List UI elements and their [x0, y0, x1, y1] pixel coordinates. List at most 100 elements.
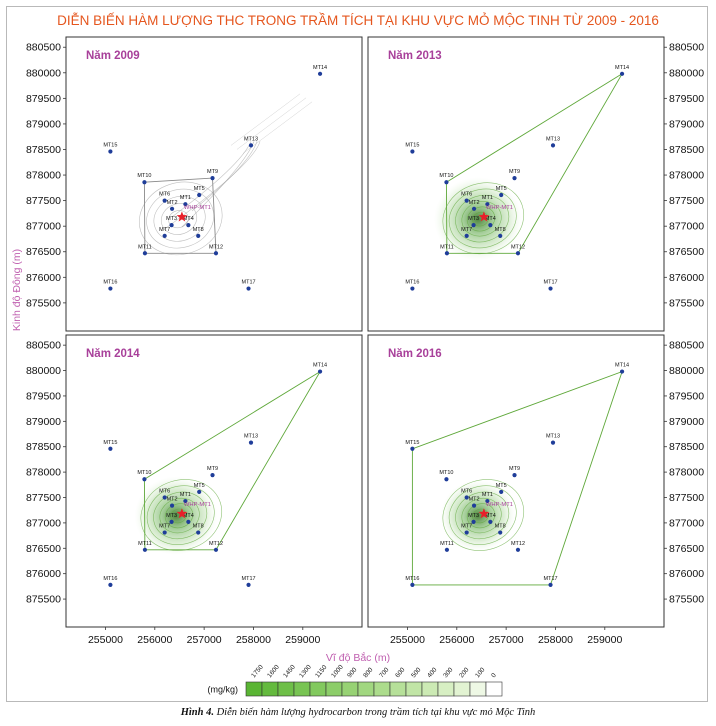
station-label: MT6 — [159, 192, 170, 198]
station-point — [186, 223, 191, 228]
concentration-shading — [433, 177, 522, 261]
station-point — [197, 192, 202, 198]
y-tick-label: 880000 — [669, 67, 704, 79]
y-tick-label: 878000 — [26, 170, 61, 182]
station-label: MT16 — [405, 280, 419, 286]
station-label: MT5 — [194, 186, 205, 192]
station-point — [213, 547, 219, 552]
legend-swatch — [405, 681, 423, 697]
platform-star — [478, 211, 490, 222]
station-point — [464, 198, 469, 203]
station-point — [162, 495, 167, 500]
station-label: MT10 — [439, 173, 453, 179]
station-label: MT12 — [511, 244, 525, 250]
y-tick-label: 877000 — [669, 517, 704, 529]
station-point — [548, 286, 553, 291]
panel-frame — [367, 334, 665, 628]
caption-text: Diễn biến hàm lượng hydrocarbon trong tr… — [213, 707, 536, 718]
panel-year-label: Năm 2009 — [86, 50, 140, 62]
station-label: MT1 — [482, 492, 493, 498]
chart-axes: 875500 876000 876500 877000 877500 878000 8785… — [11, 42, 704, 664]
legend-swatch — [357, 681, 375, 697]
contour-line — [146, 485, 215, 545]
y-tick-label: 875500 — [26, 594, 61, 606]
y-tick-label: 875500 — [669, 297, 704, 309]
legend-swatch — [373, 681, 391, 697]
station-label: MT8 — [495, 227, 506, 233]
y-tick-label: 879000 — [26, 416, 61, 428]
station-label: MT15 — [405, 440, 419, 446]
station-label: MT12 — [511, 541, 525, 547]
figure-title: DIỄN BIẾN HÀM LƯỢNG THC TRONG TRẦM TÍCH … — [57, 13, 659, 28]
station-point — [246, 286, 251, 291]
station-label: MT11 — [138, 244, 152, 250]
legend-level-label: 1750 — [250, 663, 265, 679]
legend-level-label: 0 — [490, 672, 498, 680]
station-point — [410, 446, 415, 451]
y-tick-label: 876500 — [669, 246, 704, 258]
station-label: MT3 — [468, 513, 479, 519]
y-tick-label: 876000 — [26, 568, 61, 580]
platform-star — [478, 508, 490, 519]
x-tick-label: 259000 — [285, 634, 320, 646]
station-point — [196, 530, 201, 535]
station-point — [317, 369, 323, 374]
y-tick-label: 879000 — [669, 416, 704, 428]
station-label: MT9 — [207, 466, 218, 472]
contour-line — [153, 491, 208, 540]
contour-line — [140, 479, 223, 551]
y-tick-label: 879000 — [669, 118, 704, 130]
legend-swatch — [421, 681, 439, 697]
contour-streak — [171, 141, 252, 218]
y-tick-label: 876000 — [26, 272, 61, 284]
legend-level-label: 800 — [362, 666, 375, 679]
legend-level-label: 700 — [378, 666, 391, 679]
station-label: MT13 — [244, 136, 258, 142]
platform-label: WHP-MT1 — [184, 205, 211, 211]
station-label: MT16 — [103, 576, 117, 582]
legend-swatch — [389, 681, 407, 697]
station-label: MT8 — [193, 524, 204, 530]
contour-line — [153, 195, 206, 242]
station-point — [183, 202, 188, 207]
station-point — [485, 498, 490, 504]
station-label: MT3 — [166, 513, 177, 519]
legend-swatch — [485, 681, 503, 697]
station-point — [142, 180, 147, 185]
y-tick-label: 878000 — [669, 467, 704, 479]
panel-frame — [65, 36, 363, 332]
contour-line — [466, 206, 496, 232]
y-tick-label: 875500 — [26, 297, 61, 309]
legend-swatch — [245, 681, 263, 697]
x-tick-label: 257000 — [187, 634, 222, 646]
station-point — [471, 503, 477, 508]
contour-line — [461, 497, 502, 534]
x-tick-label: 255000 — [88, 634, 123, 646]
station-label: MT11 — [440, 244, 454, 250]
station-point — [498, 233, 503, 238]
station-label: MT5 — [496, 186, 507, 192]
legend-swatch — [341, 681, 359, 697]
station-label: MT17 — [242, 280, 256, 286]
legend-level-label: 1150 — [314, 664, 329, 680]
contour-line — [168, 210, 189, 229]
y-tick-label: 879000 — [26, 118, 61, 130]
platform-label: WHP-MT1 — [184, 502, 211, 508]
station-label: MT9 — [509, 466, 520, 472]
station-label: MT7 — [461, 227, 472, 233]
station-point — [108, 286, 113, 291]
y-tick-label: 875500 — [669, 594, 704, 606]
contour-line — [472, 211, 489, 227]
station-point — [550, 143, 556, 148]
station-label: MT15 — [103, 440, 117, 446]
y-tick-label: 880000 — [26, 365, 61, 377]
station-point — [548, 582, 553, 587]
station-label: MT5 — [496, 483, 507, 489]
station-label: MT14 — [313, 65, 327, 71]
station-label: MT15 — [103, 143, 117, 149]
station-point — [498, 530, 503, 535]
panel-year-label: Năm 2014 — [86, 348, 140, 360]
station-label: MT17 — [544, 576, 558, 582]
